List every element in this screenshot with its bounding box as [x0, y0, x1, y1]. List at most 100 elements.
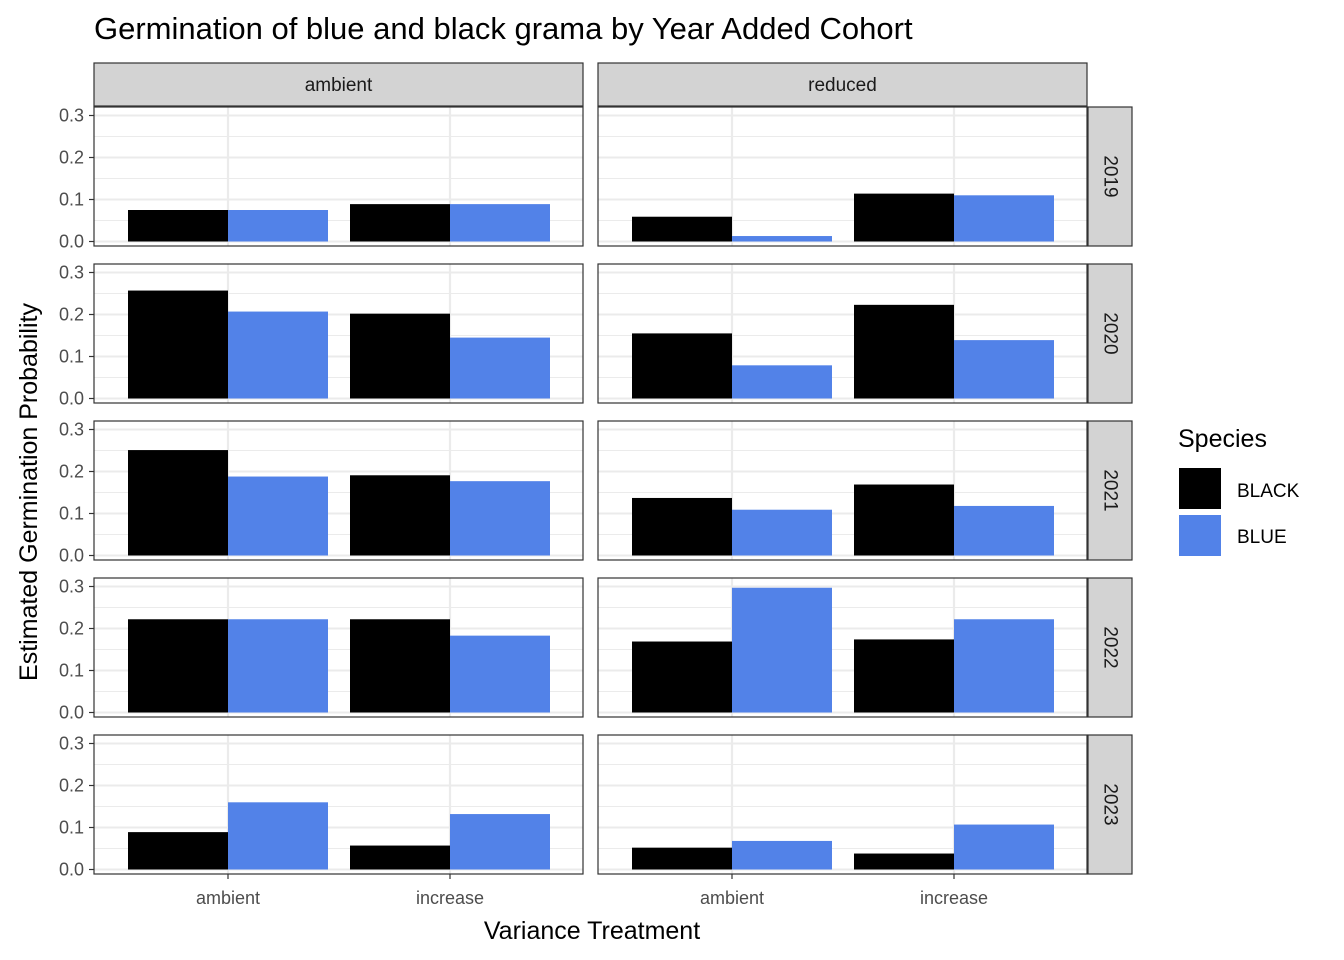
bar-black-ambient — [632, 333, 732, 399]
facet-strip-2020 — [1087, 263, 1133, 404]
facet-strip-label-reduced: reduced — [808, 75, 877, 96]
bar-blue-increase — [450, 481, 550, 556]
bar-black-increase — [854, 639, 954, 713]
y-tick-label: 0.2 — [59, 619, 84, 639]
y-tick-label: 0.1 — [59, 661, 84, 681]
facet-panels: ambient reduced 2019 2020 2021 2022 2023 0.0 0.1… — [59, 62, 1133, 908]
x-tick-label: increase — [416, 888, 484, 908]
facet-strip-reduced — [597, 62, 1088, 107]
bar-blue-ambient — [732, 509, 832, 556]
y-tick-label: 0.1 — [59, 818, 84, 838]
facet-strip-label-2021: 2021 — [1100, 469, 1121, 511]
y-tick-label: 0.0 — [59, 232, 84, 252]
bar-black-ambient — [128, 290, 228, 399]
bar-black-increase — [350, 204, 450, 242]
panel-ambient-2022-border — [93, 577, 584, 718]
legend-key-black — [1179, 468, 1221, 509]
bar-black-ambient — [128, 450, 228, 556]
y-tick-label: 0.2 — [59, 776, 84, 796]
legend-label-black: BLACK — [1237, 481, 1300, 502]
y-tick-label: 0.3 — [59, 263, 84, 283]
y-axis-title: Estimated Germination Probability — [15, 303, 43, 681]
legend-title: Species — [1178, 425, 1267, 453]
facet-strip-2019 — [1087, 106, 1133, 247]
bar-black-ambient — [128, 619, 228, 713]
bar-black-ambient — [128, 832, 228, 870]
bar-blue-ambient — [228, 619, 328, 713]
bar-black-ambient — [632, 216, 732, 242]
panel-reduced-2019-border — [597, 106, 1088, 247]
y-tick-label: 0.0 — [59, 546, 84, 566]
chart-title: Germination of blue and black grama by Y… — [94, 11, 913, 46]
y-tick-label: 0.3 — [59, 106, 84, 126]
bar-blue-ambient — [228, 210, 328, 242]
bar-black-increase — [350, 475, 450, 556]
bar-blue-ambient — [228, 311, 328, 399]
bar-black-increase — [350, 313, 450, 399]
bar-black-increase — [854, 193, 954, 242]
bar-black-increase — [854, 304, 954, 399]
facet-strip-label-2022: 2022 — [1100, 626, 1121, 668]
facet-strip-2023 — [1087, 734, 1133, 875]
bar-blue-increase — [954, 824, 1054, 870]
panel-ambient-2020-border — [93, 263, 584, 404]
y-tick-label: 0.1 — [59, 347, 84, 367]
bar-blue-ambient — [228, 476, 328, 556]
panel-ambient-2023-border — [93, 734, 584, 875]
facet-strip-label-2020: 2020 — [1100, 312, 1121, 354]
y-tick-label: 0.1 — [59, 504, 84, 524]
facet-strip-2021 — [1087, 420, 1133, 561]
bar-blue-increase — [450, 635, 550, 713]
bar-black-increase — [854, 853, 954, 870]
panel-ambient-2019-border — [93, 106, 584, 247]
legend: Species BLACK BLUE — [1178, 425, 1300, 556]
bar-black-ambient — [632, 497, 732, 556]
bar-blue-increase — [450, 204, 550, 242]
facet-strip-label-ambient: ambient — [305, 75, 373, 96]
y-tick-label: 0.3 — [59, 734, 84, 754]
facet-strip-2022 — [1087, 577, 1133, 718]
x-axis-title: Variance Treatment — [484, 917, 700, 945]
x-tick-label: increase — [920, 888, 988, 908]
bar-blue-ambient — [228, 802, 328, 870]
y-tick-label: 0.2 — [59, 148, 84, 168]
x-tick-label: ambient — [196, 888, 260, 908]
y-tick-label: 0.2 — [59, 462, 84, 482]
bar-blue-increase — [954, 505, 1054, 556]
panel-reduced-2021-border — [597, 420, 1088, 561]
bar-blue-increase — [450, 814, 550, 870]
panel-reduced-2023-border — [597, 734, 1088, 875]
bar-black-increase — [350, 845, 450, 870]
facet-strip-label-2023: 2023 — [1100, 783, 1121, 825]
x-tick-label: ambient — [700, 888, 764, 908]
y-tick-label: 0.0 — [59, 389, 84, 409]
legend-label-blue: BLUE — [1237, 527, 1287, 548]
panel-reduced-2020-border — [597, 263, 1088, 404]
y-tick-label: 0.0 — [59, 703, 84, 723]
bar-blue-increase — [954, 195, 1054, 242]
y-tick-label: 0.0 — [59, 860, 84, 880]
y-tick-label: 0.3 — [59, 420, 84, 440]
panel-reduced-2022-border — [597, 577, 1088, 718]
bar-blue-increase — [450, 337, 550, 399]
y-tick-label: 0.1 — [59, 190, 84, 210]
bar-black-ambient — [128, 210, 228, 242]
bar-blue-increase — [954, 340, 1054, 399]
panel-ambient-2021-border — [93, 420, 584, 561]
bar-blue-ambient — [732, 587, 832, 713]
bar-black-increase — [854, 484, 954, 556]
bar-blue-ambient — [732, 840, 832, 870]
facet-strip-ambient — [93, 62, 584, 107]
bar-black-ambient — [632, 641, 732, 713]
legend-key-blue — [1179, 515, 1221, 556]
bar-black-increase — [350, 619, 450, 713]
y-tick-label: 0.2 — [59, 305, 84, 325]
bar-blue-ambient — [732, 365, 832, 399]
bar-black-ambient — [632, 847, 732, 870]
bar-blue-increase — [954, 619, 1054, 713]
y-tick-label: 0.3 — [59, 577, 84, 597]
bar-blue-ambient — [732, 236, 832, 242]
facet-strip-label-2019: 2019 — [1100, 155, 1121, 197]
